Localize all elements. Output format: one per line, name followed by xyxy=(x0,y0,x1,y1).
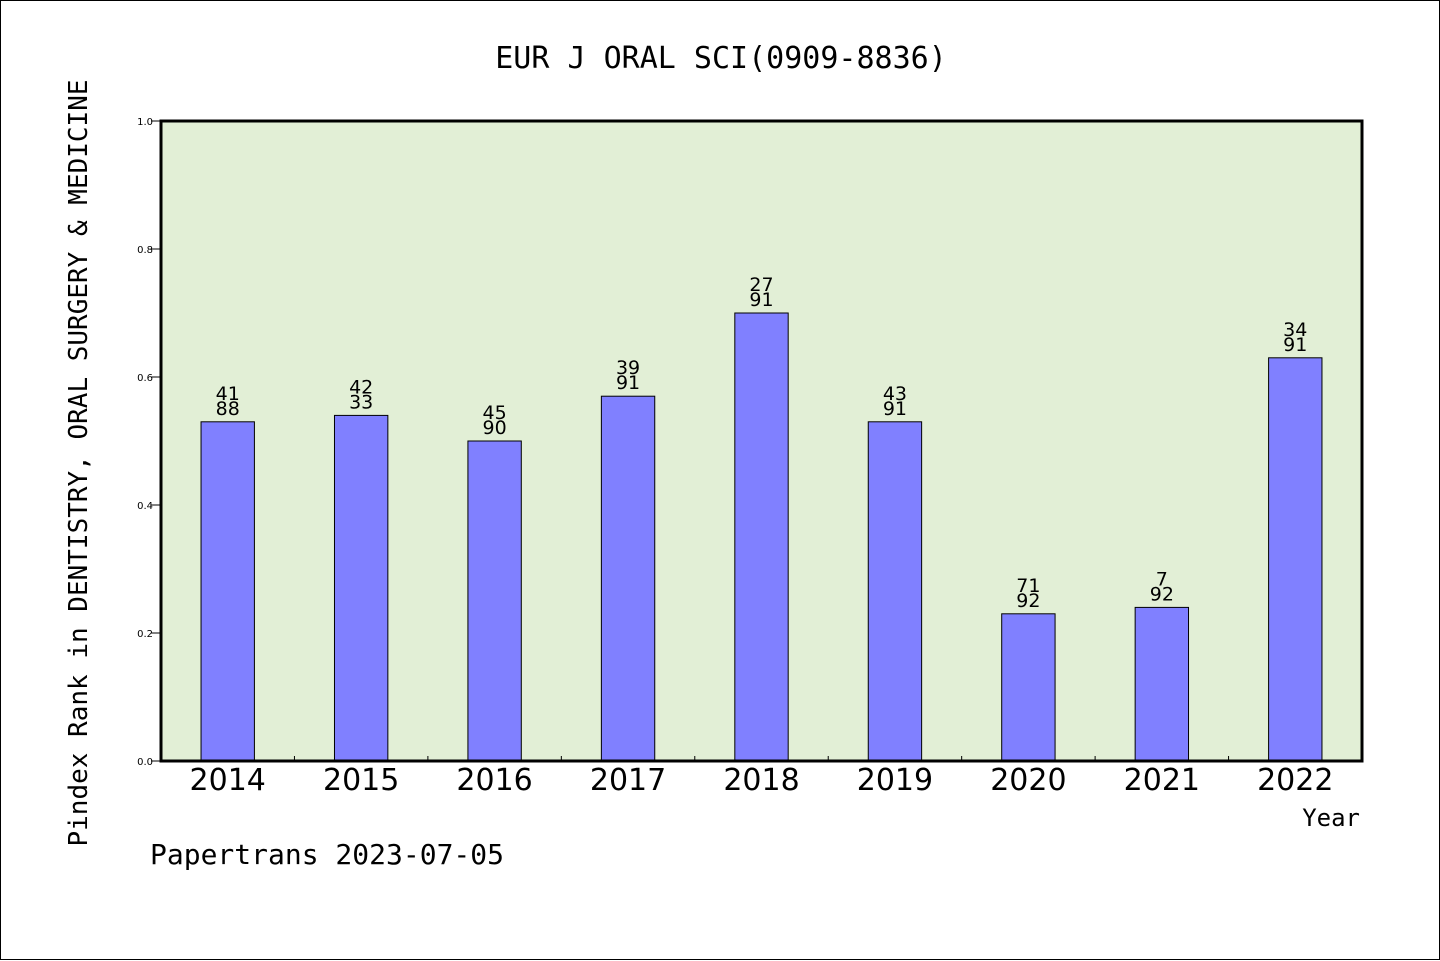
y-tick-label: 0.8 xyxy=(137,245,153,256)
x-tick-label: 2018 xyxy=(723,763,799,798)
bar-2015 xyxy=(333,414,389,762)
x-tick-label: 2022 xyxy=(1257,763,1333,798)
bar-rank-label: 34 xyxy=(1283,319,1307,341)
y-axis-label: Pindex Rank in DENTISTRY, ORAL SURGERY &… xyxy=(64,79,94,846)
bar-2022 xyxy=(1268,357,1323,762)
x-tick-label: 2017 xyxy=(590,763,666,798)
bar-rank-label: 45 xyxy=(483,402,507,424)
bar-2019 xyxy=(867,421,923,762)
bar-total-label: 92 xyxy=(1150,583,1174,605)
x-tick-label: 2014 xyxy=(190,763,266,798)
bar-total-label: 91 xyxy=(749,289,773,311)
bar-total-label: 91 xyxy=(883,398,907,420)
bar-rank-label: 41 xyxy=(216,383,240,405)
chart-title: EUR J ORAL SCI(0909-8836) xyxy=(495,41,947,76)
bar-2020 xyxy=(1001,613,1056,762)
x-tick-label: 2021 xyxy=(1124,763,1200,798)
x-tick-label: 2020 xyxy=(990,763,1066,798)
bar-total-label: 90 xyxy=(483,417,507,439)
bar-total-label: 91 xyxy=(1283,334,1307,356)
bar-2016 xyxy=(467,440,522,762)
bar-total-label: 88 xyxy=(216,398,240,420)
bar-2021 xyxy=(1134,606,1190,762)
x-tick-label: 2015 xyxy=(323,763,399,798)
bar-total-label: 33 xyxy=(349,391,373,413)
bar-rank-label: 7 xyxy=(1156,568,1168,590)
bar-total-label: 92 xyxy=(1016,590,1040,612)
bar-2017 xyxy=(600,395,656,762)
plot-border xyxy=(159,119,1364,763)
y-tick-label: 0.6 xyxy=(137,373,153,384)
bar-rank-label: 27 xyxy=(749,274,773,296)
y-tick-label: 0.0 xyxy=(137,757,153,768)
bar-rank-label: 43 xyxy=(883,383,907,405)
bar-rank-label: 71 xyxy=(1016,575,1040,597)
x-tick-label: 2016 xyxy=(456,763,532,798)
bar-2014 xyxy=(200,421,255,762)
x-axis-label: Year xyxy=(1302,804,1360,832)
y-tick-label: 1.0 xyxy=(137,117,153,128)
bar-total-label: 91 xyxy=(616,372,640,394)
bar-rank-label: 42 xyxy=(349,376,373,398)
bar-rank-label: 39 xyxy=(616,357,640,379)
y-tick-label: 0.4 xyxy=(137,501,153,512)
y-tick-label: 0.2 xyxy=(137,629,153,640)
x-tick-label: 2019 xyxy=(857,763,933,798)
bar-2018 xyxy=(734,312,789,762)
footer-credit: Papertrans 2023-07-05 xyxy=(150,838,504,871)
